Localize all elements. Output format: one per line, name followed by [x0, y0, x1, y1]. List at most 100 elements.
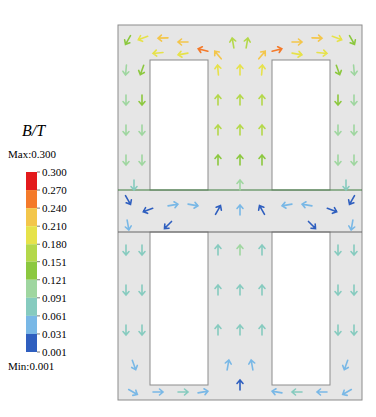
flux-vector	[237, 245, 243, 255]
flux-vector	[158, 35, 168, 41]
flux-vector	[178, 50, 189, 58]
flux-vector	[123, 155, 129, 165]
flux-vector	[215, 95, 221, 105]
colorbar-swatch	[26, 208, 37, 226]
flux-vector	[137, 33, 148, 42]
core-frame	[118, 25, 362, 400]
flux-vector	[259, 325, 265, 335]
flux-vector	[237, 325, 243, 335]
flux-vector	[256, 49, 267, 61]
flux-vector	[137, 64, 146, 75]
flux-vector	[351, 285, 357, 295]
flux-vector	[215, 285, 221, 295]
flux-vector	[224, 360, 232, 371]
flux-vector	[139, 125, 145, 135]
flux-vector	[335, 155, 341, 165]
flux-vector	[139, 95, 145, 105]
flux-vector	[197, 46, 208, 54]
flux-vector	[153, 389, 163, 395]
colorbar-swatch	[26, 172, 37, 190]
flux-vector	[351, 245, 357, 255]
colorbar-label: 0.061	[42, 310, 67, 322]
flux-vector	[127, 387, 139, 397]
flux-vector	[237, 205, 243, 215]
figure: B/TMax:0.300Min:0.0010.3000.2700.2400.21…	[0, 0, 376, 417]
flux-vector	[306, 219, 317, 230]
flux-vector	[292, 50, 303, 58]
flux-vector	[153, 50, 163, 57]
colorbar-tick	[37, 208, 40, 209]
colorbar-swatch	[26, 226, 37, 244]
flux-vector	[302, 201, 313, 209]
core-joint	[118, 232, 362, 233]
flux-vector	[139, 285, 145, 295]
colorbar-label: 0.151	[42, 256, 67, 268]
core-window	[272, 232, 330, 385]
colorbar-tick	[37, 261, 40, 262]
flux-vector	[215, 65, 222, 75]
colorbar-min: Min:0.001	[8, 360, 54, 372]
flux-vector	[237, 380, 243, 390]
colorbar-swatch	[26, 262, 37, 280]
colorbar-tick	[37, 226, 40, 227]
flux-vector	[326, 205, 337, 214]
flux-vector	[168, 201, 179, 209]
flux-vector	[129, 359, 138, 370]
flux-vector	[123, 125, 129, 135]
flux-vector	[229, 38, 237, 49]
flux-vector	[282, 201, 293, 209]
flux-vector	[351, 325, 357, 335]
flux-vector	[351, 95, 357, 105]
flux-vector	[237, 65, 243, 75]
flux-vector	[341, 387, 353, 397]
flux-vector	[139, 245, 145, 255]
flux-vector	[124, 220, 132, 231]
flux-vector	[259, 155, 265, 165]
colorbar-label: 0.121	[42, 274, 67, 286]
flux-vector	[123, 95, 129, 105]
flux-vector	[248, 360, 256, 371]
flux-vector	[237, 155, 243, 165]
flux-vector	[272, 388, 283, 396]
flux-vector	[131, 180, 137, 190]
flux-vector	[123, 285, 129, 295]
colorbar-label: 0.180	[42, 238, 67, 250]
flux-vector	[257, 204, 267, 216]
colorbar-swatch	[26, 334, 37, 352]
flux-vector	[335, 125, 341, 135]
flux-vector	[215, 245, 221, 255]
flux-vector	[292, 39, 302, 45]
flux-vector	[215, 155, 221, 165]
flux-vector	[243, 38, 251, 49]
flux-vector	[343, 180, 349, 190]
colorbar-swatch	[26, 316, 37, 334]
flux-vector	[335, 325, 341, 335]
colorbar-tick	[37, 315, 40, 316]
colorbar-label: 0.270	[42, 184, 67, 196]
flux-vector	[351, 125, 357, 135]
flux-vector	[331, 33, 342, 42]
flux-vector	[335, 285, 341, 295]
flux-vector	[198, 388, 209, 396]
flux-vector	[162, 219, 173, 230]
colorbar-tick	[37, 279, 40, 280]
colorbar-label: 0.031	[42, 328, 67, 340]
flux-vector	[237, 125, 243, 135]
flux-vector	[123, 245, 129, 255]
flux-vector	[178, 389, 188, 395]
colorbar-tick	[37, 190, 40, 191]
flux-vector	[139, 325, 145, 335]
flux-vector	[123, 34, 133, 46]
flux-vector	[139, 155, 145, 165]
flux-vector	[347, 194, 357, 206]
flux-vector	[271, 46, 282, 54]
core-window	[272, 60, 330, 190]
flux-vector	[347, 34, 357, 46]
flux-vector	[259, 285, 265, 295]
flux-vector	[142, 205, 153, 214]
flux-vector	[348, 220, 356, 231]
colorbar-tick	[37, 297, 40, 298]
colorbar-label: 0.001	[42, 346, 67, 358]
flux-vector	[259, 95, 265, 105]
flux-vector	[123, 325, 129, 335]
